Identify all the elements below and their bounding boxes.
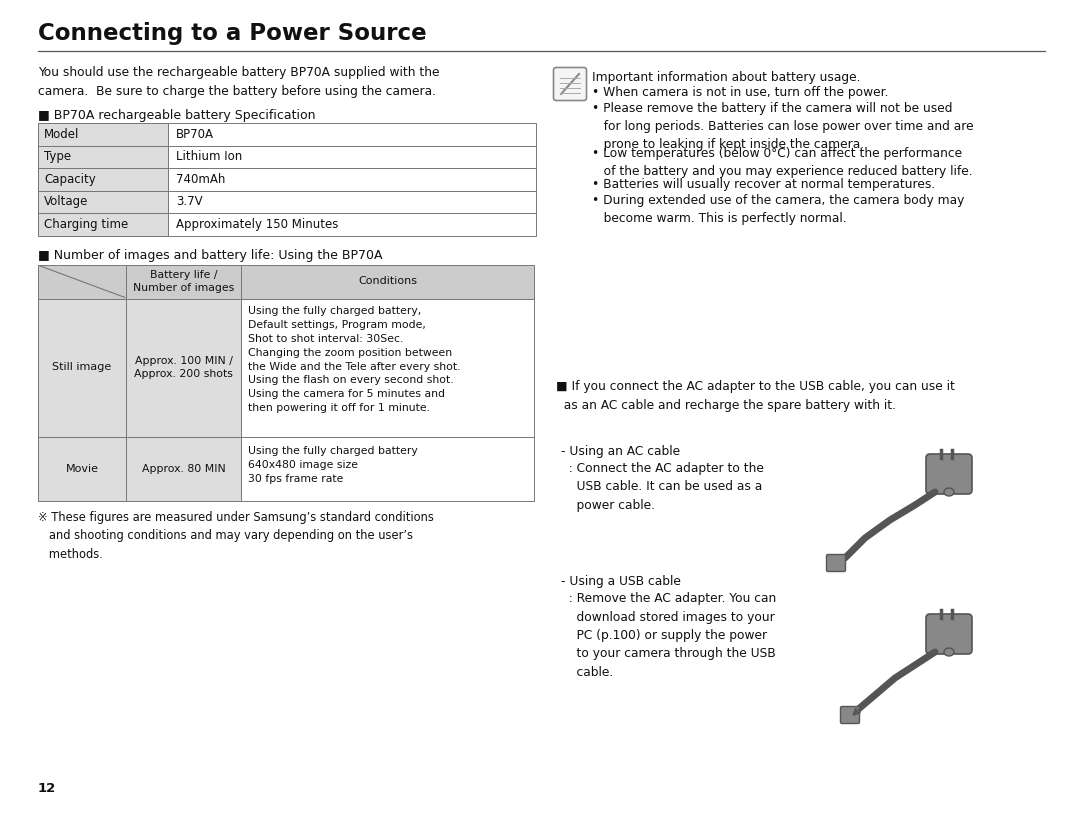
Text: Lithium Ion: Lithium Ion bbox=[176, 150, 242, 163]
Bar bbox=[38, 191, 168, 213]
Ellipse shape bbox=[944, 488, 954, 496]
Text: : Connect the AC adapter to the
    USB cable. It can be used as a
    power cab: : Connect the AC adapter to the USB cabl… bbox=[561, 462, 764, 512]
Bar bbox=[38, 437, 126, 500]
Text: ■ If you connect the AC adapter to the USB cable, you can use it
  as an AC cabl: ■ If you connect the AC adapter to the U… bbox=[556, 380, 955, 412]
Text: Movie: Movie bbox=[66, 464, 98, 474]
Bar bbox=[38, 298, 126, 437]
Text: - Using a USB cable: - Using a USB cable bbox=[561, 575, 680, 588]
Text: 12: 12 bbox=[38, 782, 56, 795]
Text: Type: Type bbox=[44, 150, 71, 163]
Text: ※ These figures are measured under Samsung’s standard conditions
   and shooting: ※ These figures are measured under Samsu… bbox=[38, 510, 434, 561]
Bar bbox=[126, 265, 241, 298]
Text: • Low temperatures (below 0°C) can affect the performance
   of the battery and : • Low temperatures (below 0°C) can affec… bbox=[592, 148, 973, 178]
Bar bbox=[241, 437, 534, 500]
Bar bbox=[126, 437, 241, 500]
Text: Model: Model bbox=[44, 128, 79, 141]
Bar bbox=[168, 213, 536, 236]
Text: 740mAh: 740mAh bbox=[176, 173, 226, 186]
FancyBboxPatch shape bbox=[926, 454, 972, 494]
Text: ■ Number of images and battery life: Using the BP70A: ■ Number of images and battery life: Usi… bbox=[38, 249, 382, 262]
Bar bbox=[168, 191, 536, 213]
Text: Using the fully charged battery
640x480 image size
30 fps frame rate: Using the fully charged battery 640x480 … bbox=[248, 446, 418, 483]
Text: - Using an AC cable: - Using an AC cable bbox=[561, 445, 680, 458]
Text: Using the fully charged battery,
Default settings, Program mode,
Shot to shot in: Using the fully charged battery, Default… bbox=[248, 306, 460, 413]
Bar bbox=[38, 213, 168, 236]
FancyBboxPatch shape bbox=[926, 614, 972, 654]
Text: • Please remove the battery if the camera will not be used
   for long periods. : • Please remove the battery if the camer… bbox=[592, 102, 974, 151]
Text: Approx. 100 MIN /
Approx. 200 shots: Approx. 100 MIN / Approx. 200 shots bbox=[134, 356, 233, 379]
Text: Voltage: Voltage bbox=[44, 196, 89, 209]
Bar bbox=[38, 265, 126, 298]
Bar bbox=[241, 298, 534, 437]
Text: Conditions: Conditions bbox=[357, 276, 417, 287]
Bar bbox=[38, 168, 168, 191]
Text: Approximately 150 Minutes: Approximately 150 Minutes bbox=[176, 218, 338, 231]
FancyBboxPatch shape bbox=[554, 68, 586, 100]
Text: Capacity: Capacity bbox=[44, 173, 96, 186]
Bar bbox=[168, 123, 536, 146]
Text: • Batteries will usually recover at normal temperatures.: • Batteries will usually recover at norm… bbox=[592, 178, 935, 191]
FancyBboxPatch shape bbox=[826, 554, 846, 571]
Ellipse shape bbox=[944, 648, 954, 656]
Text: Battery life /
Number of images: Battery life / Number of images bbox=[133, 271, 234, 293]
Text: Important information about battery usage.: Important information about battery usag… bbox=[592, 71, 861, 84]
Bar bbox=[38, 146, 168, 168]
Text: 3.7V: 3.7V bbox=[176, 196, 203, 209]
Text: Still image: Still image bbox=[52, 363, 111, 372]
Bar bbox=[126, 298, 241, 437]
Text: Charging time: Charging time bbox=[44, 218, 129, 231]
Text: ■ BP70A rechargeable battery Specification: ■ BP70A rechargeable battery Specificati… bbox=[38, 109, 315, 122]
Bar bbox=[38, 123, 168, 146]
Bar bbox=[168, 168, 536, 191]
Bar bbox=[241, 265, 534, 298]
Text: Approx. 80 MIN: Approx. 80 MIN bbox=[141, 464, 226, 474]
FancyBboxPatch shape bbox=[840, 707, 860, 724]
Text: You should use the rechargeable battery BP70A supplied with the
camera.  Be sure: You should use the rechargeable battery … bbox=[38, 66, 440, 98]
Bar bbox=[168, 146, 536, 168]
Text: • During extended use of the camera, the camera body may
   become warm. This is: • During extended use of the camera, the… bbox=[592, 194, 964, 225]
Text: • When camera is not in use, turn off the power.: • When camera is not in use, turn off th… bbox=[592, 86, 889, 99]
Text: : Remove the AC adapter. You can
    download stored images to your
    PC (p.10: : Remove the AC adapter. You can downloa… bbox=[561, 592, 777, 679]
Text: BP70A: BP70A bbox=[176, 128, 214, 141]
Text: Connecting to a Power Source: Connecting to a Power Source bbox=[38, 22, 427, 45]
